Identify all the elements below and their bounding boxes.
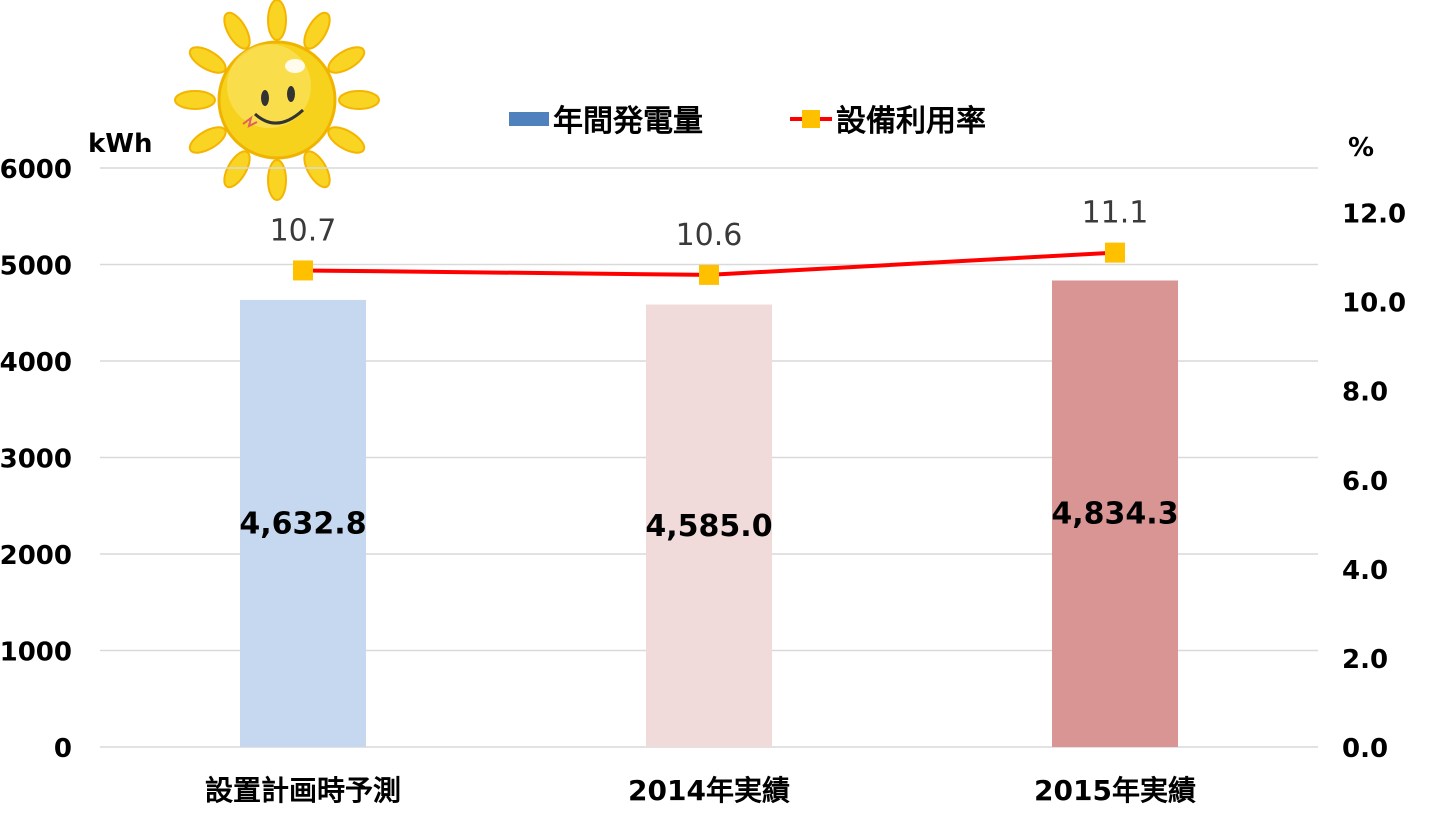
legend-item-line: 設備利用率 bbox=[790, 104, 986, 139]
legend-bar-label: 年間発電量 bbox=[553, 104, 703, 139]
line-point bbox=[293, 260, 313, 281]
left-tick-label: 1000 bbox=[0, 638, 72, 668]
line-point bbox=[699, 264, 719, 285]
left-axis: 0 1000 2000 3000 4000 5000 6000 bbox=[0, 155, 72, 764]
left-tick-label: 2000 bbox=[0, 541, 72, 571]
right-tick-label: 0.0 bbox=[1342, 734, 1388, 764]
category-label: 2014年実績 bbox=[628, 774, 790, 807]
category-axis: 設置計画時予測 2014年実績 2015年実績 bbox=[205, 774, 1196, 807]
line-series: 10.7 10.6 11.1 bbox=[270, 196, 1149, 285]
legend-marker-swatch bbox=[802, 110, 820, 128]
line-point bbox=[1105, 242, 1125, 263]
sun-icon bbox=[174, 0, 380, 201]
legend-bar-swatch bbox=[509, 112, 549, 126]
legend: 年間発電量 設備利用率 bbox=[509, 104, 986, 139]
bar-value-label: 4,585.0 bbox=[645, 509, 772, 544]
right-axis-unit: % bbox=[1348, 133, 1374, 163]
category-label: 2015年実績 bbox=[1034, 774, 1196, 807]
legend-line-label: 設備利用率 bbox=[836, 104, 986, 139]
right-tick-label: 4.0 bbox=[1342, 556, 1388, 586]
bar-value-label: 4,834.3 bbox=[1051, 497, 1178, 532]
line-value-label: 11.1 bbox=[1082, 196, 1149, 231]
line-value-label: 10.7 bbox=[270, 213, 337, 248]
left-tick-label: 0 bbox=[54, 734, 72, 764]
right-tick-label: 2.0 bbox=[1342, 645, 1388, 675]
line-value-label: 10.6 bbox=[676, 218, 743, 253]
right-tick-label: 12.0 bbox=[1342, 200, 1406, 230]
legend-item-bar: 年間発電量 bbox=[509, 104, 703, 139]
left-tick-label: 5000 bbox=[0, 252, 72, 282]
bar-value-label: 4,632.8 bbox=[239, 506, 366, 541]
right-tick-label: 10.0 bbox=[1342, 289, 1406, 319]
bar bbox=[240, 299, 366, 747]
right-tick-label: 8.0 bbox=[1342, 378, 1388, 408]
category-label: 設置計画時予測 bbox=[205, 774, 401, 807]
right-axis: 0.0 2.0 4.0 6.0 8.0 10.0 12.0 bbox=[1342, 200, 1406, 764]
left-tick-label: 6000 bbox=[0, 155, 72, 185]
left-axis-unit: kWh bbox=[88, 129, 152, 159]
left-tick-label: 3000 bbox=[0, 445, 72, 475]
bar-series: 4,632.8 4,585.0 4,834.3 bbox=[239, 280, 1179, 747]
left-tick-label: 4000 bbox=[0, 348, 72, 378]
bar bbox=[646, 304, 772, 747]
bar bbox=[1052, 280, 1178, 747]
right-tick-label: 6.0 bbox=[1342, 467, 1388, 497]
